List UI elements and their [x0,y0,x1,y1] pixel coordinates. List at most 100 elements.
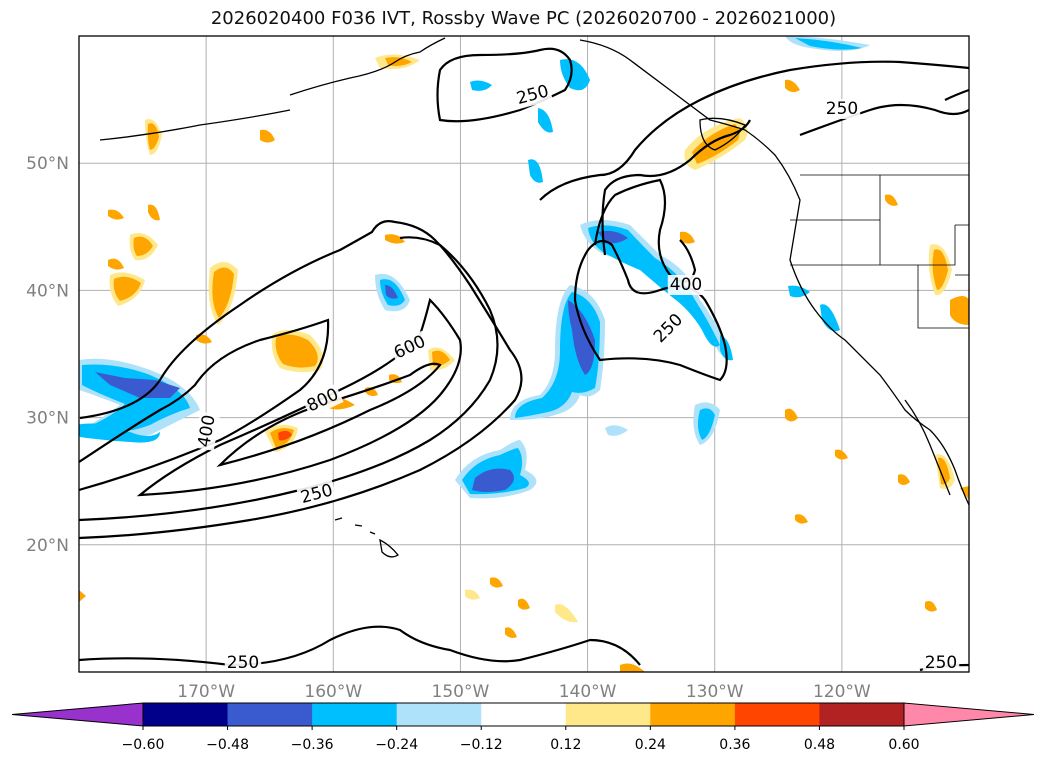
pos-patch-small [680,231,695,244]
pos-patch-small [385,234,405,244]
pos-patch-small [898,474,910,485]
contour-label-bg [667,275,705,295]
contour-label: 250 [227,653,259,673]
lon-tick-label: 160°W [304,682,362,702]
pos-patch-west [133,236,153,256]
lat-tick-label: 50°N [26,154,69,174]
colorbar-bin [819,703,905,726]
colorbar-tick-label: −0.60 [122,737,165,753]
pos-patch-small [465,589,480,600]
lat-tick-label: 40°N [26,281,69,301]
neg-patch-east [588,225,720,347]
pos-patch-small [795,514,808,524]
contour-label-bg [823,99,861,119]
contour-250-east-arm [573,239,728,382]
state-line [917,265,969,329]
contour-250-south-main [79,220,523,540]
contour-250-south-main [79,236,499,522]
contour-label-bg [296,479,337,509]
state-line [790,225,956,266]
pos-patch-small [925,601,937,612]
lon-tick-labels: 170°W 160°W 150°W 140°W 130°W 120°W [177,682,871,702]
colorbar-bin [565,703,651,726]
pos-patch-west [278,430,292,441]
colorbar-tick-label: −0.12 [460,737,503,753]
neg-patch-west [95,372,180,398]
map-frame [78,35,970,673]
neg-patch-small [605,425,628,436]
neg-patch-central [472,468,514,492]
pos-patch-small [108,258,124,270]
neg-patch-ne [795,38,862,50]
lon-tick-label: 130°W [686,682,744,702]
colorbar-tick-label: −0.36 [291,737,334,753]
neg-patch-north [528,159,543,183]
pos-patch-small [785,408,798,422]
colorbar-bin [734,703,820,726]
pos-patch-small [79,590,86,602]
state-borders [790,174,969,329]
lat-tick-label: 30°N [26,409,69,429]
contour-250-ne [944,88,969,101]
vancouver-island [699,117,746,151]
contour-label: 250 [925,653,957,673]
colorbar-under-arrow [11,702,144,727]
neg-patch-coast [820,304,840,332]
contour-label-bg [302,383,344,418]
neg-patch-north [560,59,590,91]
hawaii [379,538,399,558]
pos-patch-small [148,204,160,221]
neg-patch-nw [385,285,398,299]
alaska-coast [289,37,446,96]
lon-tick-label: 170°W [177,682,235,702]
colorbar-over-arrow [903,702,1035,727]
neg-patch-north [538,108,553,133]
aleutian-islands [99,109,291,141]
lon-tick-label: 150°W [432,682,490,702]
colorbar-bin [227,703,313,726]
state-line [955,224,969,276]
neg-patch-north [470,80,492,91]
colorbar-tick-label: −0.48 [206,737,249,753]
contour-250-east-arm [539,60,969,201]
colorbar-frame [142,702,905,727]
contour-400-east [593,178,697,283]
pos-patch-small [505,627,517,638]
contour-label-bg [194,411,221,451]
lon-tick-label: 120°W [813,682,871,702]
pos-patch-small [555,604,578,623]
coastlines [99,37,969,558]
colorbar-bin [143,703,229,726]
pos-patch-east [932,249,948,290]
gulf-of-alaska-coast [579,39,969,506]
contour-250-ne [799,103,969,137]
pos-patch-small [785,79,800,93]
colorbar-tick-label: 0.24 [635,737,666,753]
colorbar-tick-label: 0.36 [719,737,750,753]
contour-label-bg [389,330,431,365]
pos-patch-small [108,209,124,220]
map-area [79,36,969,672]
pos-patch-east [950,296,969,325]
colorbar-tick-label: 0.12 [550,737,581,753]
ivt-contours [79,47,969,672]
contour-250-east-arm [601,119,751,256]
colorbar-bin [650,703,736,726]
contour-600-loop [136,297,462,497]
contour-label: 400 [670,275,702,295]
pos-patch-small [518,598,530,610]
pos-patch-west [113,276,141,301]
pos-patch-west [147,123,159,150]
lat-tick-labels: 20°N 30°N 40°N 50°N [26,154,69,556]
contour-label: 250 [826,99,858,119]
hawaii-islands [334,517,376,535]
lon-tick-label: 140°W [559,682,617,702]
colorbar-bin [312,703,398,726]
contour-800-loop [216,362,442,468]
pos-patch-small [196,334,212,344]
pos-patch-small [260,129,275,143]
colorbar-bin [481,703,567,726]
pos-patch-west [212,267,234,318]
